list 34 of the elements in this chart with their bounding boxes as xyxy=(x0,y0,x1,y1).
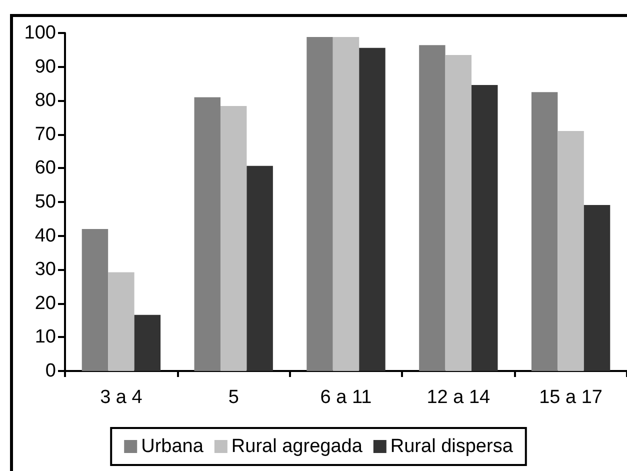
y-tick-label: 30 xyxy=(34,259,56,280)
bar xyxy=(220,106,247,371)
bar xyxy=(332,37,360,371)
bar xyxy=(359,48,386,371)
bar xyxy=(558,131,584,371)
y-tick-label: 90 xyxy=(34,56,56,78)
x-tick-label: 6 a 11 xyxy=(320,387,372,408)
x-tick-label: 12 a 14 xyxy=(426,387,491,408)
legend-label: Rural agregada xyxy=(231,436,363,457)
y-tick-label: 70 xyxy=(34,124,56,145)
legend-label: Urbana xyxy=(141,436,204,457)
bar xyxy=(531,92,558,371)
bar xyxy=(134,314,161,371)
x-tick-label: 3 a 4 xyxy=(100,387,143,408)
legend-label: Rural dispersa xyxy=(390,436,514,457)
y-tick-label: 80 xyxy=(34,90,56,112)
y-tick-label: 100 xyxy=(24,22,56,44)
x-tick-label: 15 a 17 xyxy=(539,387,603,408)
y-tick-label: 40 xyxy=(34,225,56,246)
bar xyxy=(445,54,472,371)
y-tick-label: 20 xyxy=(34,292,56,314)
bar xyxy=(472,85,498,371)
y-tick-label: 10 xyxy=(34,326,56,348)
y-tick-label: 0 xyxy=(45,360,56,382)
bar xyxy=(194,97,220,371)
y-tick-label: 50 xyxy=(34,192,56,212)
bar xyxy=(246,166,273,371)
x-tick-label: 5 xyxy=(228,387,239,408)
bar xyxy=(82,229,108,371)
bar xyxy=(306,37,333,371)
bar xyxy=(419,45,446,371)
y-tick-label: 60 xyxy=(34,158,56,179)
bar xyxy=(584,205,610,371)
bar xyxy=(108,272,134,371)
